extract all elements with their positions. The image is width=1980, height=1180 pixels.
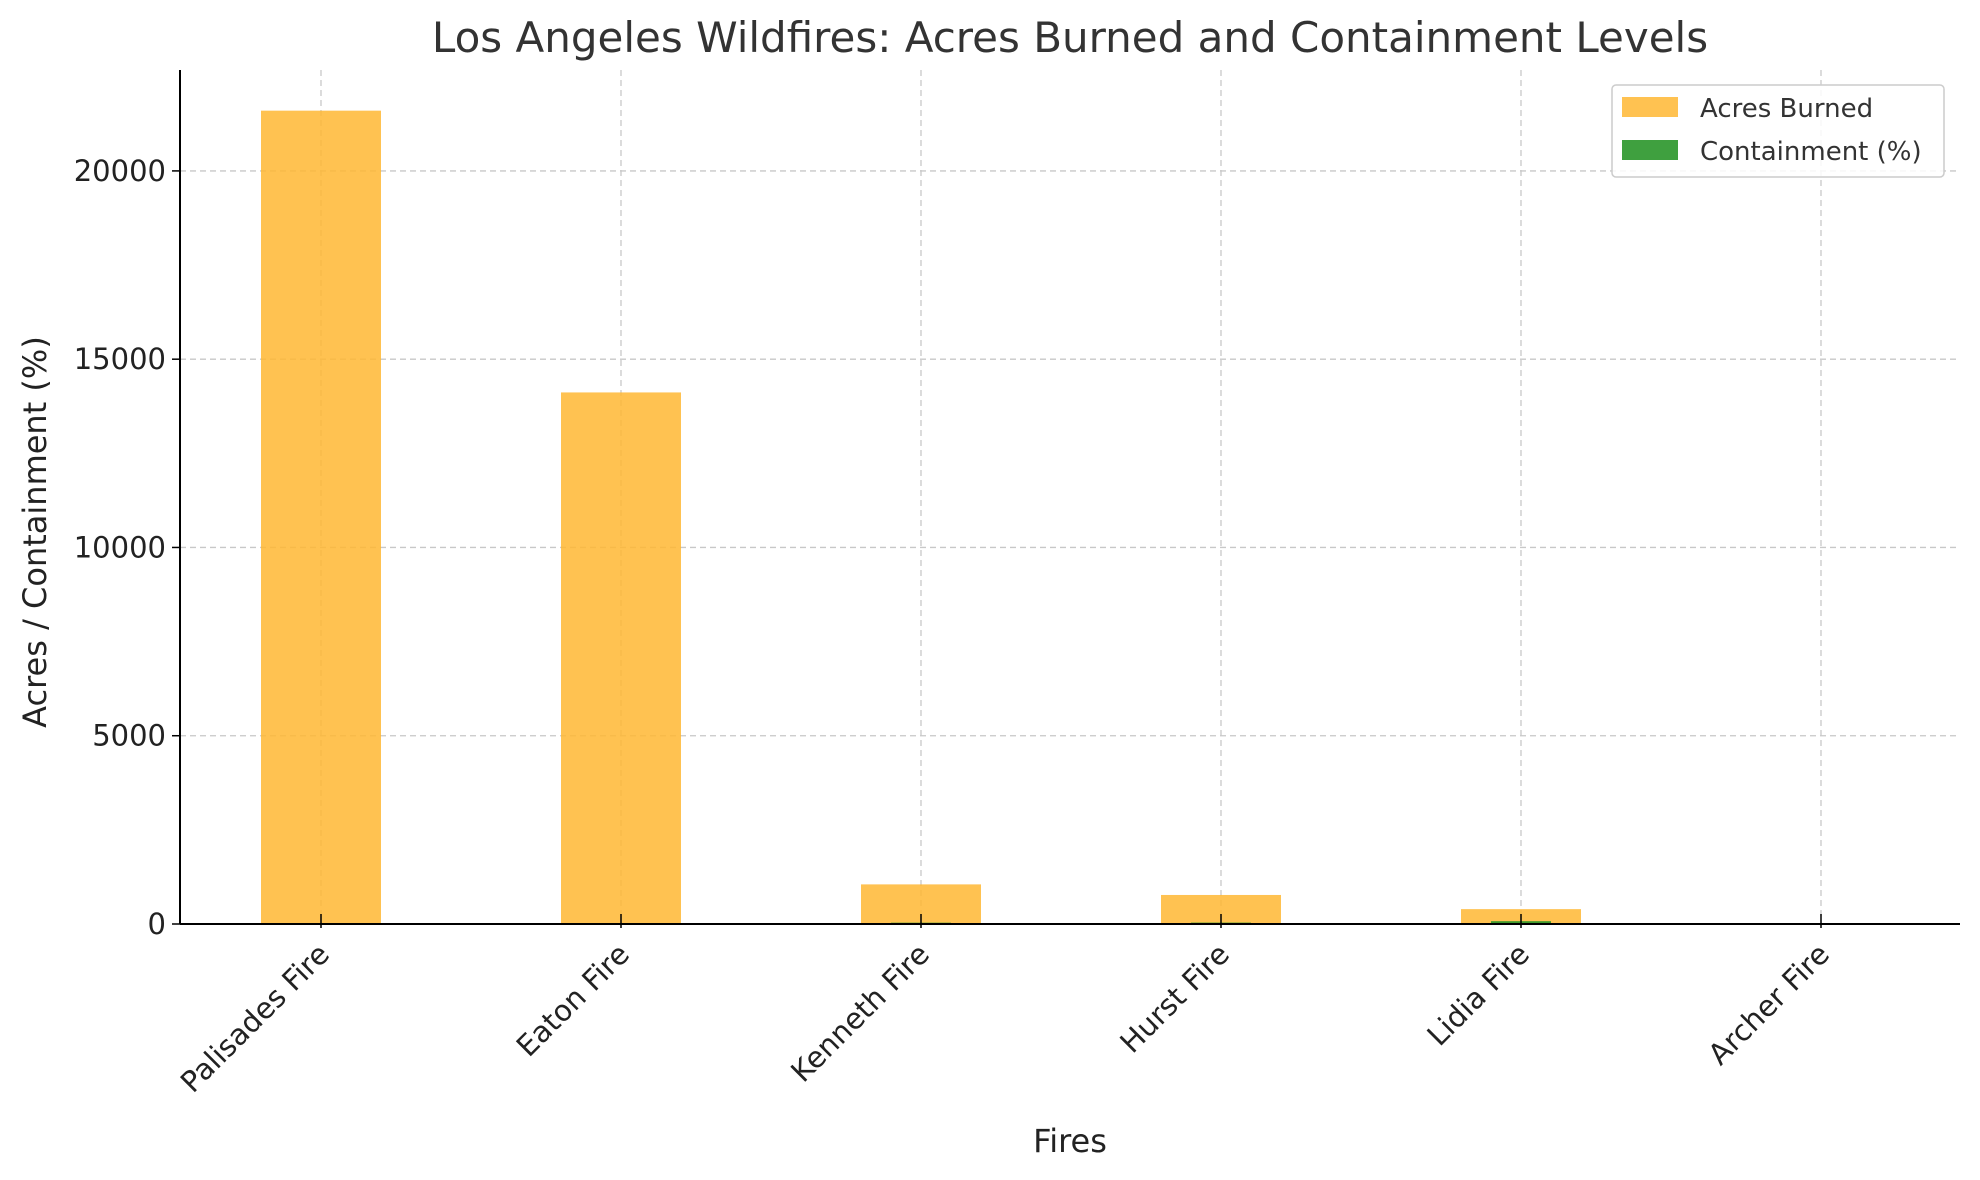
y-tick-label: 0 — [148, 907, 166, 941]
y-tick-label: 5000 — [92, 719, 166, 753]
y-tick-label: 10000 — [74, 530, 166, 564]
legend: Acres Burned Containment (%) — [1611, 84, 1945, 178]
y-tick-label: 15000 — [74, 342, 166, 376]
legend-label-acres-burned: Acres Burned — [1700, 94, 1873, 124]
bar-acres-burned — [261, 110, 381, 924]
legend-swatch-acres-burned — [1622, 97, 1678, 117]
x-tick-label: Hurst Fire — [1113, 937, 1236, 1060]
x-tick-label: Palisades Fire — [174, 937, 336, 1099]
chart-title: Los Angeles Wildfires: Acres Burned and … — [432, 13, 1708, 62]
bar-acres-burned — [561, 392, 681, 924]
y-axis-label: Acres / Containment (%) — [16, 336, 54, 728]
grid — [180, 70, 1960, 925]
legend-label-containment: Containment (%) — [1700, 137, 1922, 167]
axes — [179, 70, 1960, 925]
legend-frame — [1611, 84, 1945, 178]
x-tick-label: Archer Fire — [1701, 937, 1835, 1071]
x-tick-label: Kenneth Fire — [784, 937, 936, 1089]
x-axis-label: Fires — [1033, 1122, 1107, 1160]
legend-swatch-containment — [1622, 140, 1678, 160]
x-tick-label: Eaton Fire — [510, 937, 636, 1063]
x-tick-label: Lidia Fire — [1420, 937, 1536, 1053]
bars — [261, 110, 1581, 924]
y-tick-label: 20000 — [74, 154, 166, 188]
